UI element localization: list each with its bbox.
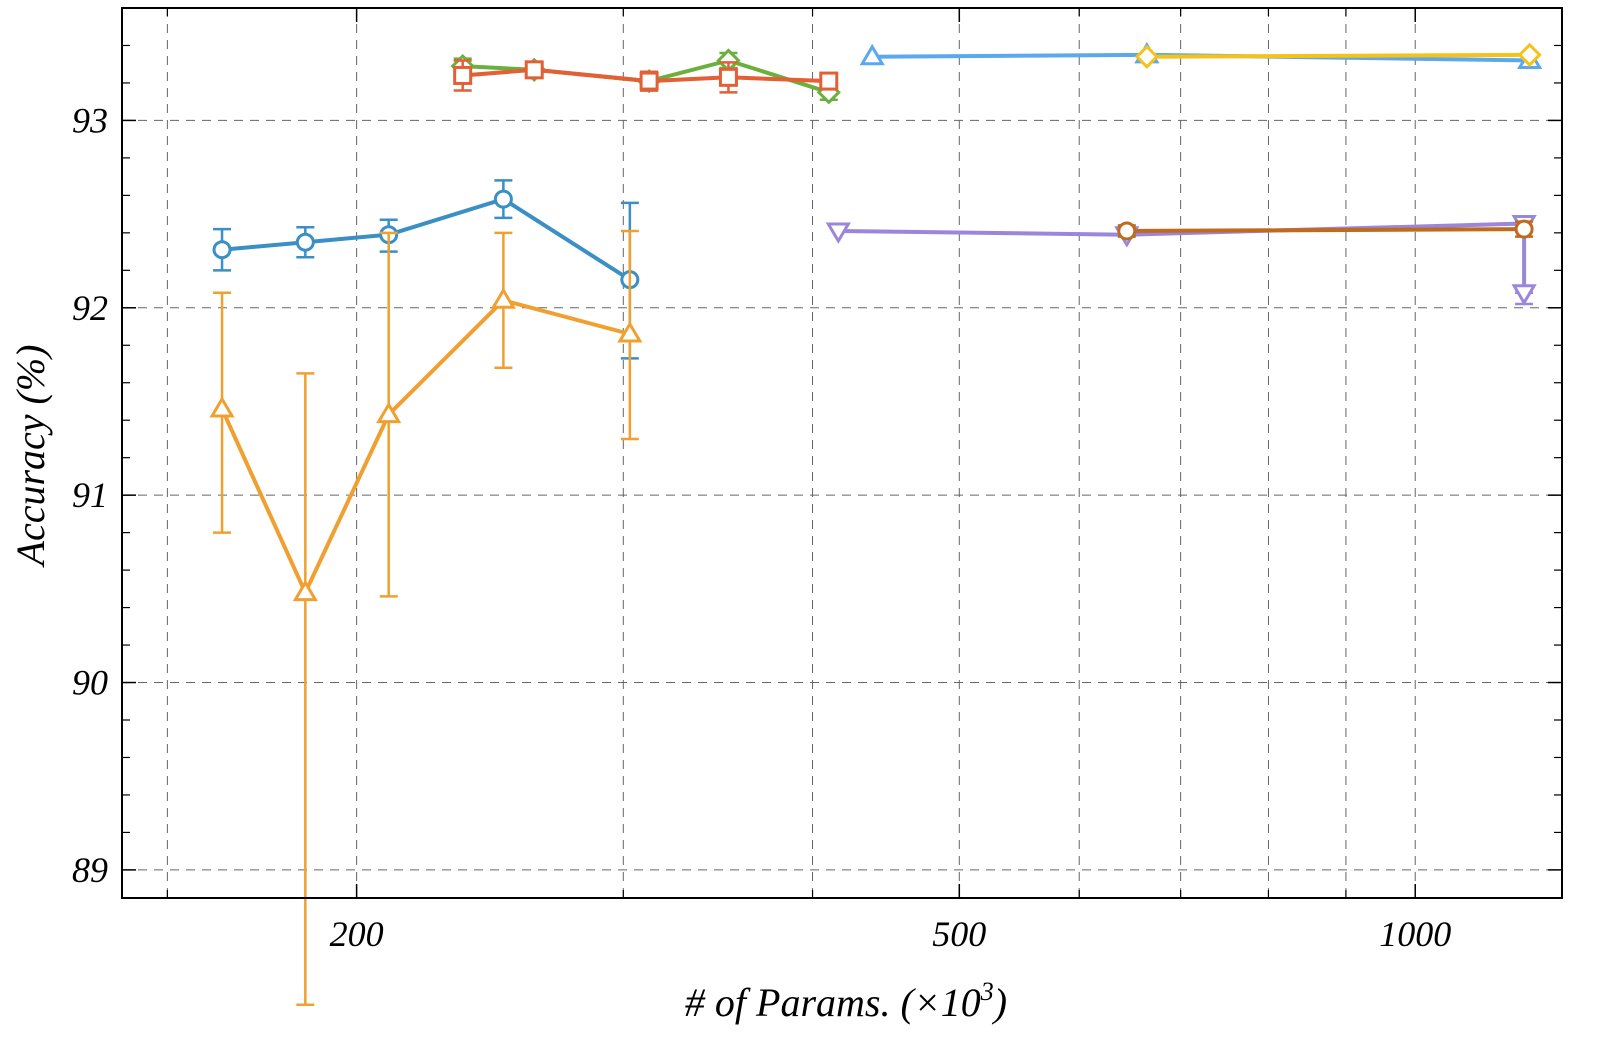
grid-lines — [122, 8, 1562, 898]
series-brown-circle — [1117, 219, 1534, 241]
marker-diamond — [1517, 42, 1542, 67]
marker-circle — [295, 232, 315, 252]
axis-ticks — [122, 7, 1562, 898]
marker-square — [819, 71, 839, 91]
marker-circle — [1514, 219, 1534, 239]
series-layer — [209, 41, 1543, 1007]
axis-tick-labels: 200 500 1000 89 90 91 92 93 — [72, 100, 1451, 954]
y-tick-label: 93 — [72, 100, 108, 140]
series-line — [1126, 227, 1525, 233]
series-red-square — [453, 59, 839, 94]
x-tick-label: 200 — [330, 914, 384, 954]
y-tick-label: 91 — [72, 475, 108, 515]
marker-diamond — [1134, 44, 1160, 69]
marker-square — [524, 60, 544, 80]
marker-triangle-down — [1511, 284, 1537, 306]
marker-square — [718, 67, 738, 87]
series-line — [220, 298, 631, 595]
marker-triangle-up — [292, 579, 318, 602]
marker-circle — [1117, 221, 1137, 241]
marker-square — [639, 71, 659, 91]
marker-triangle-up — [376, 401, 402, 424]
marker-triangle-up — [859, 43, 885, 66]
series-line — [221, 197, 631, 282]
y-axis-title: Accuracy (%) — [8, 345, 53, 569]
x-tick-label: 1000 — [1379, 914, 1451, 954]
marker-circle — [493, 189, 513, 209]
series-blue-circle — [212, 179, 640, 360]
marker-triangle-up — [490, 287, 517, 309]
y-tick-label: 92 — [72, 288, 108, 328]
marker-triangle-down — [825, 222, 851, 244]
marker-triangle-up — [617, 321, 643, 343]
y-tick-label: 90 — [72, 663, 108, 703]
series-line — [838, 221, 1527, 293]
x-axis-title: # of Params. (×103) — [685, 977, 1007, 1025]
marker-triangle-up — [209, 396, 235, 418]
plot-frame — [121, 7, 1563, 899]
series-yellow-diamond — [1134, 42, 1542, 69]
marker-square — [453, 65, 473, 85]
series-orange-triangle — [209, 229, 643, 1007]
y-tick-label: 89 — [72, 850, 108, 890]
x-tick-label: 500 — [932, 914, 986, 954]
marker-circle — [212, 240, 232, 260]
series-line — [1146, 52, 1530, 59]
